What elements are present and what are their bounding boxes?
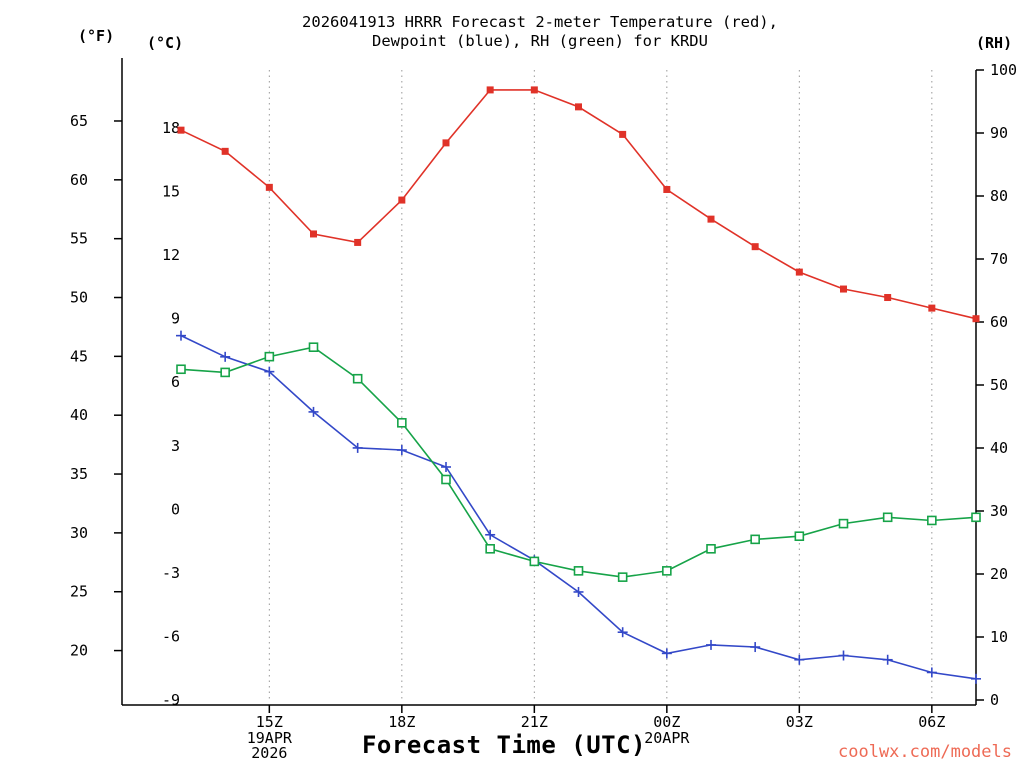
svg-text:90: 90	[990, 124, 1008, 142]
svg-text:50: 50	[70, 289, 88, 307]
celsius-axis-label: (°C)	[147, 34, 184, 52]
svg-text:70: 70	[990, 250, 1008, 268]
svg-text:18Z: 18Z	[388, 713, 415, 731]
dewpoint-series	[176, 330, 981, 684]
svg-text:80: 80	[990, 187, 1008, 205]
svg-text:30: 30	[990, 502, 1008, 520]
fahrenheit-axis-label: (°F)	[78, 27, 115, 45]
svg-text:60: 60	[990, 313, 1008, 331]
svg-text:25: 25	[70, 583, 88, 601]
svg-text:3: 3	[171, 437, 180, 455]
svg-text:10: 10	[990, 628, 1008, 646]
svg-text:0: 0	[171, 500, 180, 518]
svg-text:100: 100	[990, 61, 1017, 79]
svg-text:-3: -3	[162, 564, 180, 582]
rh-series	[176, 342, 981, 582]
x-axis-title: Forecast Time (UTC)	[361, 731, 647, 759]
rh-axis-label: (RH)	[976, 34, 1013, 52]
axes	[121, 58, 977, 706]
chart-title-line1: 2026041913 HRRR Forecast 2-meter Tempera…	[302, 13, 778, 31]
fahrenheit-axis-ticks: 20 25 30 35 40 45 50 55 60 65	[70, 112, 122, 660]
svg-text:40: 40	[990, 439, 1008, 457]
svg-text:15Z: 15Z	[256, 713, 283, 731]
svg-text:35: 35	[70, 465, 88, 483]
svg-text:65: 65	[70, 112, 88, 130]
svg-text:20: 20	[70, 642, 88, 660]
svg-text:6: 6	[171, 373, 180, 391]
gridlines	[268, 70, 933, 700]
celsius-axis-ticks: -9 -6 -3 0 3 6 9 12 15 18	[162, 119, 180, 709]
svg-text:18: 18	[162, 119, 180, 137]
chart-title-line2: Dewpoint (blue), RH (green) for KRDU	[372, 32, 708, 50]
svg-text:40: 40	[70, 406, 88, 424]
svg-text:20APR: 20APR	[644, 729, 690, 747]
svg-text:45: 45	[70, 347, 88, 365]
svg-text:12: 12	[162, 246, 180, 264]
svg-text:21Z: 21Z	[521, 713, 548, 731]
svg-text:9: 9	[171, 310, 180, 328]
temperature-series	[177, 86, 980, 323]
svg-text:00Z: 00Z	[653, 713, 680, 731]
svg-text:30: 30	[70, 524, 88, 542]
svg-text:0: 0	[990, 691, 999, 709]
time-axis-ticks: 15Z 18Z 21Z 00Z 03Z 06Z	[256, 705, 945, 731]
svg-text:60: 60	[70, 171, 88, 189]
watermark-link[interactable]: coolwx.com/models	[838, 742, 1012, 762]
svg-text:2026: 2026	[251, 744, 287, 762]
svg-text:55: 55	[70, 230, 88, 248]
svg-text:06Z: 06Z	[918, 713, 945, 731]
svg-text:03Z: 03Z	[786, 713, 813, 731]
svg-text:19APR: 19APR	[247, 729, 293, 747]
svg-text:15: 15	[162, 183, 180, 201]
svg-text:20: 20	[990, 565, 1008, 583]
svg-text:-6: -6	[162, 627, 180, 645]
chart-title: 2026041913 HRRR Forecast 2-meter Tempera…	[56, 13, 1024, 51]
rh-axis-ticks: 0 10 20 30 40 50 60 70 80 90 100	[976, 61, 1017, 709]
svg-text:50: 50	[990, 376, 1008, 394]
svg-text:-9: -9	[162, 691, 180, 709]
